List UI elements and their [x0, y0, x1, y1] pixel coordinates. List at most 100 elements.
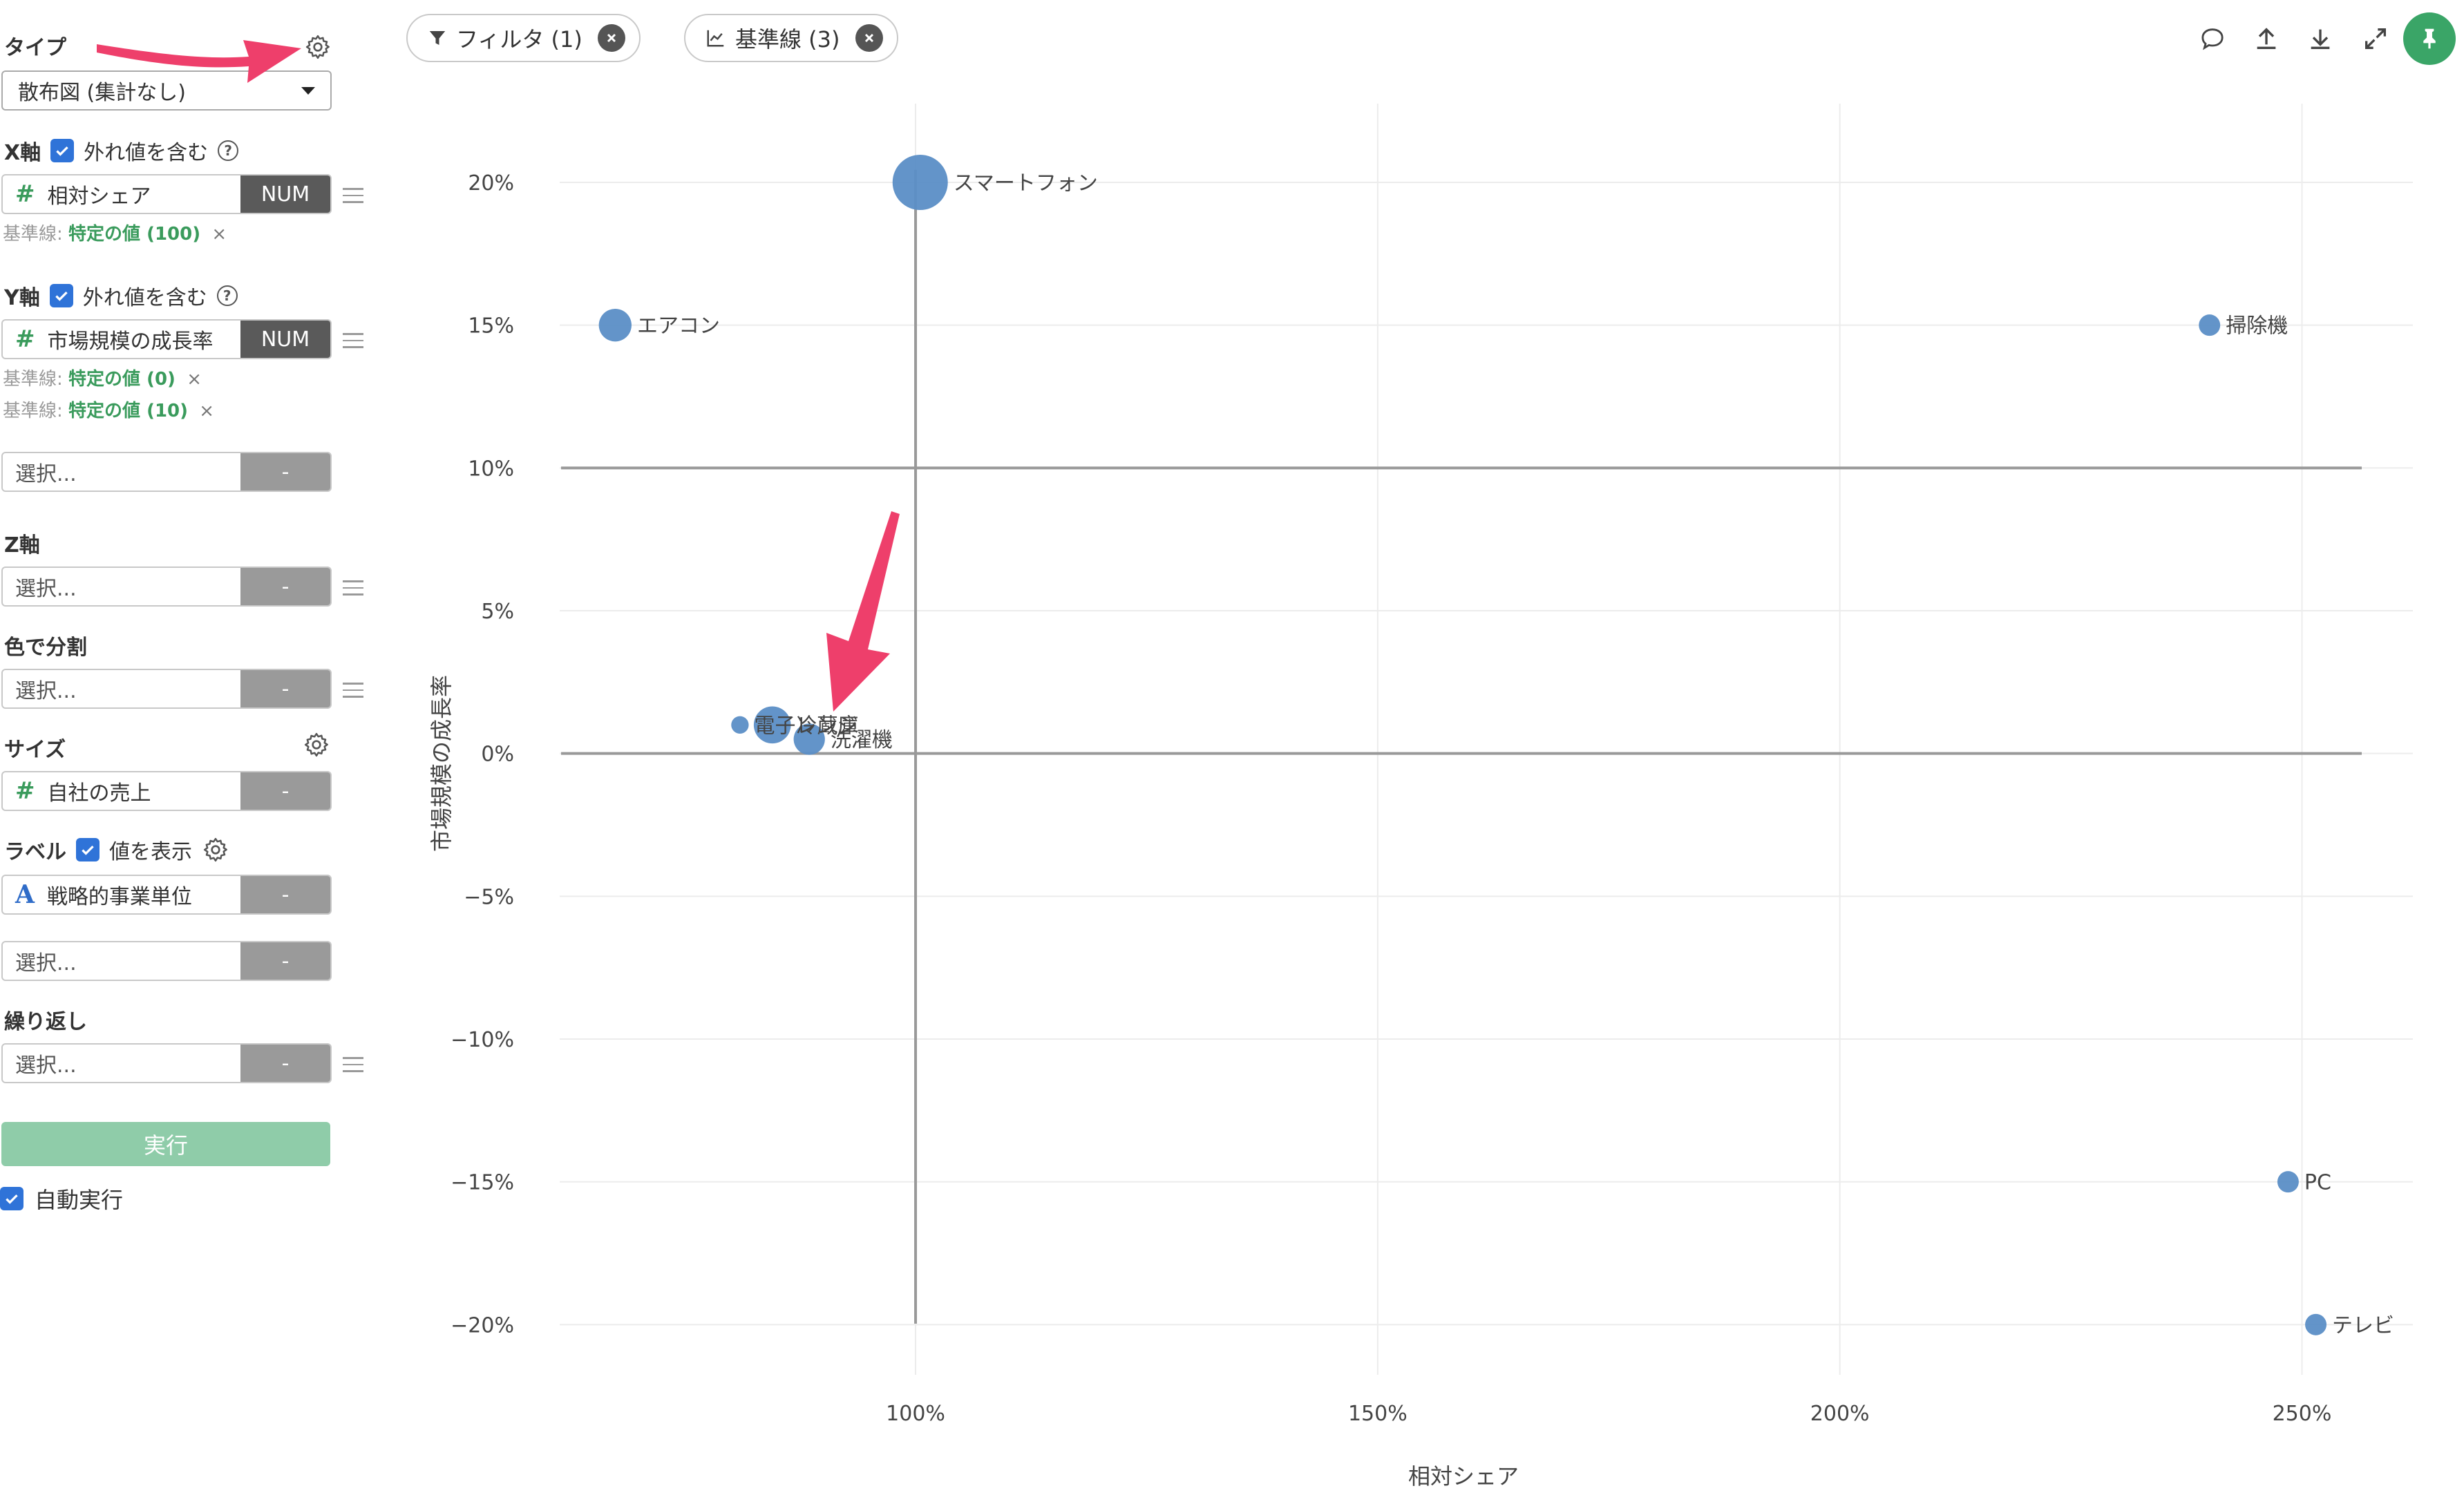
- filter-pill[interactable]: フィルタ (1): [406, 14, 641, 62]
- close-icon[interactable]: [597, 24, 625, 52]
- baseline-prefix: 基準線:: [3, 369, 63, 390]
- filter-icon: [429, 31, 446, 45]
- x-tick-label: 250%: [2273, 1402, 2332, 1426]
- upload-icon[interactable]: [2253, 25, 2280, 53]
- data-point: [2277, 1171, 2299, 1193]
- expand-icon[interactable]: [2362, 25, 2389, 53]
- remove-baseline-icon[interactable]: ×: [187, 369, 202, 390]
- label-header: ラベル 値を表示: [4, 835, 229, 865]
- pin-icon: [2423, 28, 2436, 49]
- x-tick-label: 200%: [1810, 1402, 1870, 1426]
- x-outliers-label: 外れ値を含む: [84, 141, 209, 165]
- remove-baseline-icon[interactable]: ×: [199, 401, 215, 421]
- size-field-name: 自社の売上: [47, 781, 151, 806]
- y-tick-label: −10%: [451, 1028, 514, 1052]
- y-axis-field[interactable]: # 市場規模の成長率 NUM: [1, 319, 332, 359]
- repeat-placeholder: 選択...: [15, 1054, 77, 1078]
- label-settings-gear-icon[interactable]: [202, 836, 229, 864]
- remove-baseline-icon[interactable]: ×: [211, 224, 227, 245]
- label-field-name: 戦略的事業単位: [46, 885, 192, 909]
- y-tick-label: 0%: [481, 743, 514, 767]
- run-button[interactable]: 実行: [1, 1122, 330, 1166]
- data-point: [598, 309, 632, 342]
- data-label: PC: [2304, 1171, 2331, 1195]
- auto-run-checkbox[interactable]: [0, 1187, 23, 1210]
- comment-icon[interactable]: [2199, 25, 2226, 53]
- numeric-hash-icon: #: [15, 777, 35, 805]
- close-icon[interactable]: [855, 24, 883, 52]
- z-axis-label: Z軸: [4, 533, 40, 558]
- label-extra-field[interactable]: 選択... -: [1, 941, 332, 981]
- label-field-tag[interactable]: -: [240, 876, 330, 913]
- sidebar: タイプ 散布図 (集計なし) X軸 外れ値を含む ? # 相対シェア NUM 基準…: [0, 0, 387, 1495]
- x-axis-header: X軸 外れ値を含む ?: [4, 135, 239, 166]
- y-axis-field-type[interactable]: NUM: [240, 321, 330, 358]
- x-outliers-checkbox[interactable]: [50, 139, 75, 162]
- label-extra-tag[interactable]: -: [240, 942, 330, 980]
- x-axis-title: 相対シェア: [1408, 1463, 1519, 1489]
- color-split-placeholder: 選択...: [15, 679, 77, 703]
- auto-run-row: 自動実行: [0, 1183, 123, 1215]
- z-axis-field[interactable]: 選択... -: [1, 566, 332, 607]
- chart-type-select[interactable]: 散布図 (集計なし): [1, 70, 332, 111]
- filter-pill-label: フィルタ (1): [456, 26, 582, 53]
- data-label: スマートフォン: [954, 171, 1098, 196]
- size-settings-gear-icon[interactable]: [303, 731, 330, 759]
- x-tick-label: 150%: [1348, 1402, 1408, 1426]
- repeat-field[interactable]: 選択... -: [1, 1043, 332, 1083]
- type-settings-gear-icon[interactable]: [304, 33, 332, 61]
- auto-run-label: 自動実行: [35, 1187, 124, 1213]
- repeat-tag[interactable]: -: [240, 1045, 330, 1082]
- data-point: [731, 716, 749, 734]
- x-axis-menu-icon[interactable]: [343, 188, 363, 203]
- extra-axis-field[interactable]: 選択... -: [1, 452, 332, 492]
- repeat-menu-icon[interactable]: [343, 1057, 363, 1072]
- color-split-tag[interactable]: -: [240, 670, 330, 707]
- data-point: [892, 155, 948, 210]
- baseline-value: 特定の値 (0): [68, 369, 176, 390]
- x-axis-field-name: 相対シェア: [47, 184, 151, 209]
- baseline-prefix: 基準線:: [3, 224, 63, 245]
- download-icon[interactable]: [2306, 25, 2334, 53]
- extra-axis-placeholder: 選択...: [15, 462, 77, 486]
- x-axis-field-type[interactable]: NUM: [240, 175, 330, 213]
- show-values-checkbox[interactable]: [76, 838, 99, 861]
- x-axis-field[interactable]: # 相対シェア NUM: [1, 174, 332, 214]
- help-icon[interactable]: ?: [216, 285, 238, 306]
- data-point: [2199, 314, 2221, 336]
- y-axis-label: Y軸: [4, 286, 40, 310]
- y-tick-label: 5%: [481, 600, 514, 624]
- data-point: [793, 723, 825, 755]
- y-tick-label: 15%: [468, 314, 514, 339]
- help-icon[interactable]: ?: [218, 140, 239, 161]
- line-chart-icon: [707, 30, 724, 47]
- pin-button[interactable]: [2403, 12, 2456, 65]
- extra-axis-tag[interactable]: -: [240, 453, 330, 491]
- z-axis-menu-icon[interactable]: [343, 580, 363, 596]
- z-axis-placeholder: 選択...: [15, 577, 77, 601]
- y-tick-label: −15%: [451, 1171, 514, 1195]
- y-axis-title: 市場規模の成長率: [428, 675, 455, 852]
- color-split-menu-icon[interactable]: [343, 683, 363, 698]
- baseline-pill[interactable]: 基準線 (3): [684, 14, 898, 62]
- y-axis-field-name: 市場規模の成長率: [47, 330, 214, 354]
- size-field[interactable]: # 自社の売上 -: [1, 771, 332, 811]
- repeat-label: 繰り返し: [4, 1010, 87, 1034]
- color-split-label: 色で分割: [4, 636, 87, 660]
- data-label: 電子レンジ: [755, 714, 858, 738]
- y-axis-header: Y軸 外れ値を含む ?: [4, 280, 238, 311]
- x-tick-label: 100%: [886, 1402, 945, 1426]
- color-split-field[interactable]: 選択... -: [1, 669, 332, 709]
- size-field-tag[interactable]: -: [240, 772, 330, 810]
- data-label: 洗濯機: [831, 728, 893, 752]
- z-axis-tag[interactable]: -: [240, 568, 330, 605]
- x-baseline-0: 基準線: 特定の値 (100) ×: [3, 220, 227, 245]
- text-type-icon: A: [15, 880, 35, 909]
- y-outliers-checkbox[interactable]: [49, 284, 73, 307]
- chart-type-value: 散布図 (集計なし): [18, 81, 186, 105]
- label-field[interactable]: A 戦略的事業単位 -: [1, 875, 332, 915]
- data-point: [2305, 1313, 2327, 1335]
- numeric-hash-icon: #: [15, 180, 35, 208]
- y-axis-menu-icon[interactable]: [343, 333, 363, 348]
